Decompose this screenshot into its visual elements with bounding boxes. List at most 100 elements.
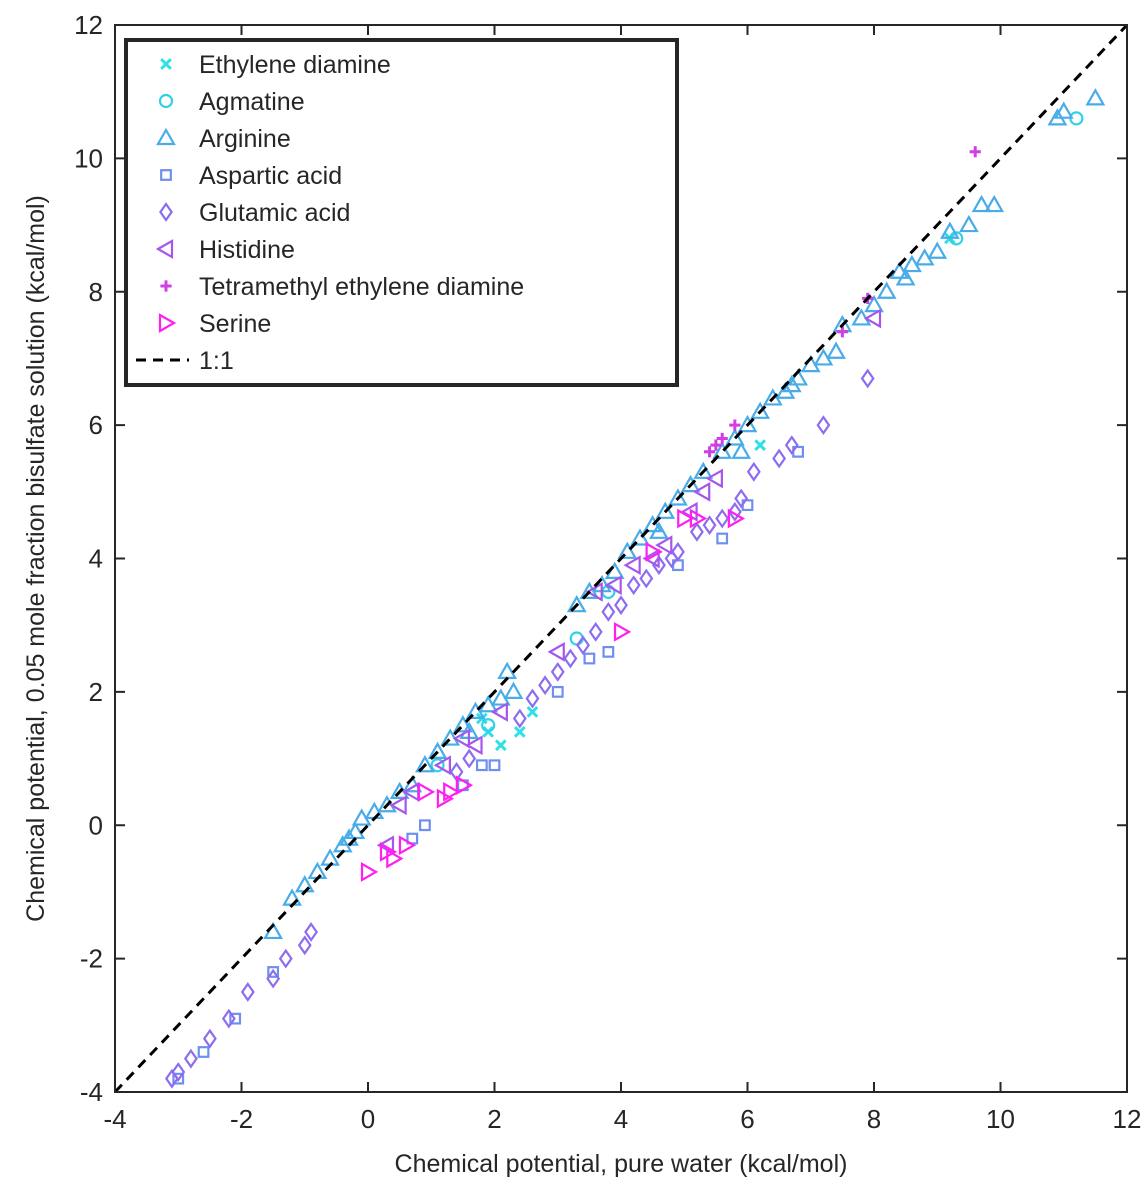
- point-glutamic-acid-14: [601, 601, 616, 622]
- point-aspartic-acid-10: [267, 966, 280, 978]
- point-glutamic-acid-19: [538, 675, 553, 696]
- y-tick-label: 0: [89, 810, 103, 840]
- point-serine-10: [360, 862, 379, 882]
- point-arginine-37: [490, 688, 511, 706]
- legend-label-aspartic-acid: Aspartic acid: [199, 162, 342, 190]
- legend-label-tetramethyl-ethylene-diamine: Tetramethyl ethylene diamine: [199, 273, 524, 301]
- point-glutamic-acid-20: [525, 688, 540, 709]
- point-glutamic-acid-10: [652, 555, 666, 576]
- point-arginine-4: [971, 194, 992, 213]
- y-tick-label: 8: [89, 277, 103, 307]
- point-agmatine-1: [430, 758, 445, 773]
- point-arginine-26: [668, 488, 688, 506]
- point-agmatine-4: [481, 718, 496, 733]
- x-tick-label: 4: [614, 1104, 628, 1134]
- point-serine-4: [455, 775, 474, 796]
- point-glutamic-acid-17: [563, 648, 578, 669]
- point-aspartic-acid-4: [583, 652, 596, 665]
- y-tick-label: 2: [89, 677, 103, 707]
- reference-line-1-1: [113, 23, 1129, 1094]
- point-arginine-12: [864, 294, 884, 313]
- point-histidine-4: [642, 548, 660, 569]
- point-aspartic-acid-3: [602, 645, 615, 658]
- point-aspartic-acid-2: [716, 532, 729, 545]
- point-serine-0: [727, 508, 746, 529]
- y-tick-label: -2: [80, 944, 103, 974]
- point-histidine-16: [465, 735, 483, 756]
- point-glutamic-acid-30: [202, 1028, 217, 1049]
- legend-label-arginine: Arginine: [199, 125, 291, 153]
- point-arginine-43: [415, 755, 435, 773]
- point-arginine-9: [902, 254, 922, 273]
- legend: Ethylene diamine Agmatine Arginine Aspartic…: [124, 38, 679, 387]
- point-glutamic-acid-25: [297, 935, 312, 956]
- point-arginine-11: [876, 281, 897, 299]
- point-glutamic-acid-21: [512, 708, 527, 729]
- x-tick-label: 6: [740, 1104, 754, 1134]
- legend-label-ethylene-diamine: Ethylene diamine: [199, 51, 391, 79]
- point-aspartic-acid-8: [419, 819, 431, 832]
- point-arginine-30: [617, 541, 638, 559]
- point-arginine-56: [826, 341, 846, 359]
- point-glutamic-acid-22: [462, 748, 477, 769]
- point-arginine-50: [320, 848, 340, 866]
- point-arginine-24: [693, 461, 714, 479]
- point-arginine-21: [737, 414, 758, 433]
- point-histidine-10: [433, 755, 451, 776]
- y-tick-label: 6: [89, 410, 103, 440]
- point-serine-9: [379, 842, 398, 862]
- point-glutamic-acid-1: [816, 415, 831, 436]
- point-glutamic-acid-8: [689, 521, 704, 542]
- point-glutamic-acid-24: [304, 922, 319, 942]
- point-histidine-8: [490, 701, 508, 722]
- point-glutamic-acid-2: [784, 435, 799, 456]
- point-arginine-27: [655, 501, 676, 519]
- point-arginine-8: [914, 248, 935, 266]
- point-arginine-57: [895, 268, 916, 286]
- point-glutamic-acid-9: [670, 541, 685, 562]
- point-serine-8: [386, 848, 404, 869]
- legend-label-histidine: Histidine: [199, 236, 295, 264]
- point-serine-2: [645, 541, 663, 562]
- legend-label-glutamic-acid: Glutamic acid: [199, 199, 350, 227]
- point-arginine-41: [440, 728, 461, 746]
- legend-label-serine: Serine: [199, 310, 271, 338]
- point-serine-11: [417, 782, 436, 802]
- point-arginine-0: [1085, 88, 1106, 106]
- point-tetramethyl-ethylene-diamine-3: [729, 419, 741, 431]
- point-arginine-7: [927, 241, 948, 259]
- point-glutamic-acid-3: [772, 448, 787, 469]
- point-glutamic-acid-33: [171, 1062, 186, 1082]
- point-glutamic-acid-26: [278, 948, 293, 969]
- point-arginine-29: [630, 528, 650, 546]
- x-tick-label: -4: [103, 1104, 126, 1134]
- point-tetramethyl-ethylene-diamine-0: [969, 146, 981, 158]
- point-aspartic-acid-15: [551, 685, 564, 698]
- y-tick-label: 10: [74, 143, 103, 173]
- legend-swatch-histidine: [155, 239, 174, 259]
- point-histidine-13: [376, 835, 395, 856]
- point-histidine-12: [389, 795, 407, 816]
- point-tetramethyl-ethylene-diamine-2: [836, 326, 848, 338]
- point-glutamic-acid-28: [240, 982, 255, 1002]
- point-histidine-15: [623, 555, 641, 576]
- point-ethylene-diamine-4: [754, 439, 767, 451]
- point-glutamic-acid-15: [588, 621, 603, 642]
- point-glutamic-acid-31: [183, 1048, 198, 1069]
- point-arginine-52: [294, 875, 315, 893]
- y-tick-label: 12: [74, 10, 103, 40]
- point-histidine-3: [655, 535, 673, 556]
- point-arginine-28: [642, 514, 663, 533]
- point-serine-7: [398, 835, 417, 856]
- point-glutamic-acid-12: [626, 575, 641, 596]
- point-histidine-1: [705, 468, 723, 489]
- legend-swatch-ethylene-diamine: [160, 58, 172, 70]
- point-arginine-17: [788, 368, 808, 386]
- legend-swatch-tetramethyl-ethylene-diamine: [160, 280, 172, 292]
- point-tetramethyl-ethylene-diamine-5: [703, 446, 716, 458]
- x-tick-label: 2: [487, 1104, 501, 1134]
- point-arginine-39: [465, 701, 486, 719]
- legend-swatch-serine: [158, 313, 177, 333]
- point-glutamic-acid-5: [734, 488, 749, 509]
